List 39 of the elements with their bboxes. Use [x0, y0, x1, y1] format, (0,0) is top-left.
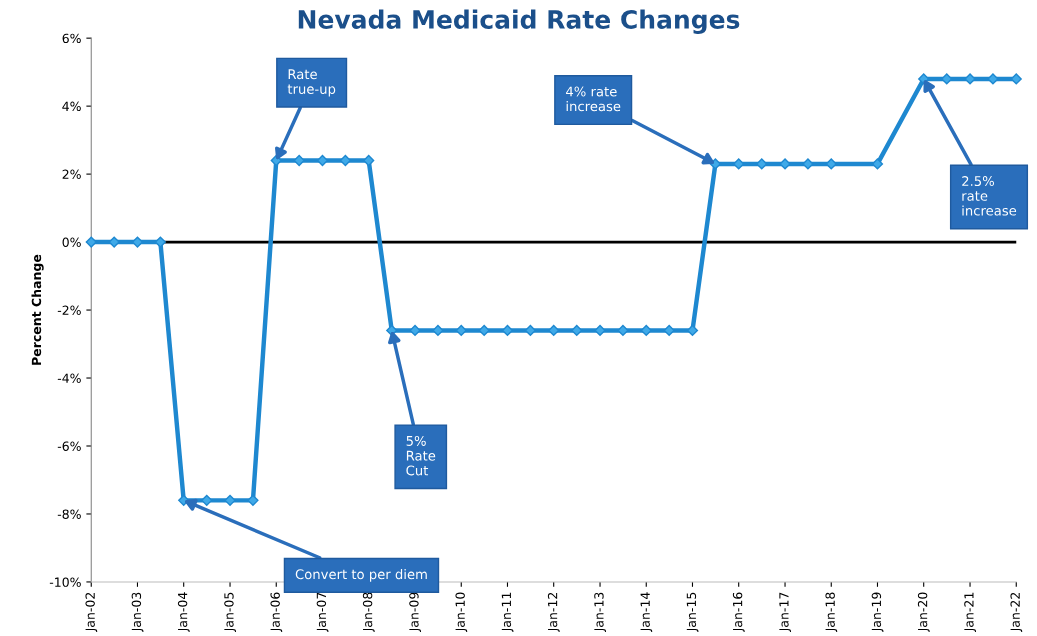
- x-tick-label: Jan-04: [177, 592, 190, 632]
- x-tick-label: Jan-17: [779, 592, 791, 632]
- annotation: 5% Rate Cut: [406, 435, 436, 476]
- point: [224, 494, 236, 506]
- x-tick-label: Jan-18: [825, 592, 838, 632]
- y-tick-label: -8%: [57, 509, 81, 519]
- x-tick-label: Jan-15: [686, 592, 699, 632]
- x-tick-label: Jan-09: [409, 592, 421, 632]
- y-tick-label: 6%: [62, 33, 81, 44]
- x-tick-label: Jan-02: [85, 592, 98, 632]
- y-tick-label: 2%: [62, 169, 81, 180]
- x-tick-label: Jan-08: [362, 592, 375, 632]
- y-tick-label: -10%: [49, 577, 81, 587]
- y-tick-label: -6%: [57, 441, 81, 451]
- x-tick-label: Jan-07: [316, 592, 329, 632]
- x-tick-label: Jan-22: [1010, 592, 1023, 632]
- y-tick-label: 4%: [62, 101, 81, 112]
- annotation: Convert to per diem: [295, 568, 427, 582]
- x-tick-label: Jan-19: [871, 592, 884, 632]
- x-tick-label: Jan-06: [270, 592, 283, 632]
- chart-title: Nevada Medicaid Rate Changes: [298, 9, 740, 34]
- annotation: 2.5% rate increase: [962, 176, 1017, 216]
- point: [363, 154, 375, 167]
- x-tick-label: Jan-05: [224, 592, 236, 632]
- y-tick-label: -2%: [57, 305, 81, 315]
- y-axis-title: Percent Change: [31, 254, 44, 365]
- y-tick-label: 0%: [62, 237, 81, 247]
- y-tick-label: -4%: [57, 373, 81, 383]
- x-tick-label: Jan-12: [547, 592, 560, 632]
- x-tick-label: Jan-10: [455, 592, 468, 632]
- x-tick-label: Jan-03: [131, 592, 144, 632]
- x-tick-label: Jan-21: [964, 592, 976, 632]
- annotation: 4% rate increase: [566, 86, 621, 112]
- x-tick-label: Jan-13: [594, 592, 606, 632]
- x-tick-label: Jan-16: [732, 592, 745, 632]
- x-tick-label: Jan-14: [640, 592, 653, 632]
- annotation: Rate true-up: [287, 69, 336, 97]
- x-tick-label: Jan-20: [917, 592, 930, 632]
- x-tick-label: Jan-11: [501, 592, 514, 632]
